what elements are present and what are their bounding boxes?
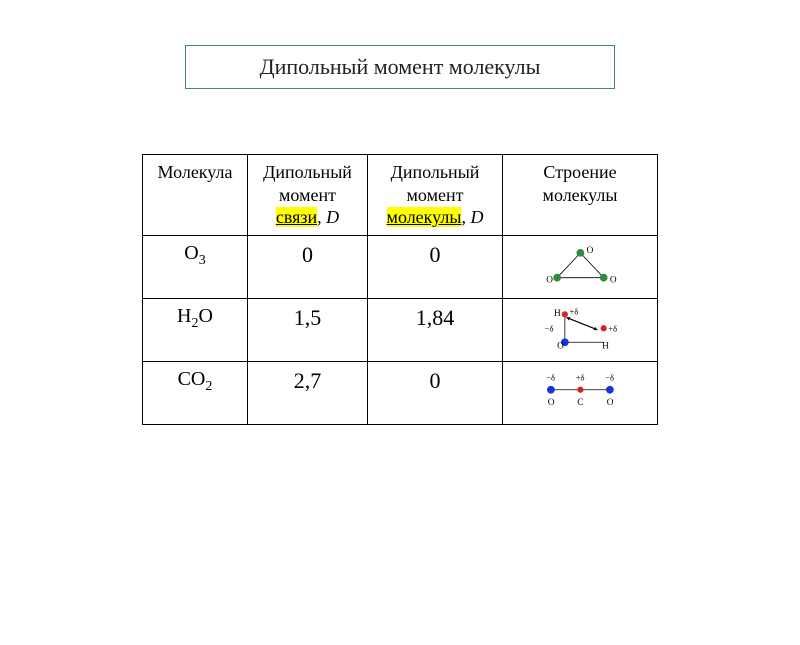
svg-text:H: H — [602, 341, 609, 350]
svg-text:−δ: −δ — [605, 372, 614, 382]
diagram-o3: O O O — [511, 242, 649, 287]
cell-mol-d: 0 — [368, 361, 503, 424]
table-row: H2O 1,5 1,84 H O H +δ +δ −δ — [143, 298, 658, 361]
svg-text:O: O — [546, 275, 553, 285]
svg-text:O: O — [548, 398, 555, 408]
cell-structure-co2: O C O −δ +δ −δ — [503, 361, 658, 424]
table-row: CO2 2,7 0 O C O −δ +δ −δ — [143, 361, 658, 424]
hdr-molecule: Молекула — [143, 155, 248, 236]
cell-bond-d: 1,5 — [248, 298, 368, 361]
svg-text:−δ: −δ — [546, 372, 555, 382]
cell-molecule: O3 — [143, 235, 248, 298]
svg-text:H: H — [554, 308, 561, 318]
cell-mol-d: 0 — [368, 235, 503, 298]
table-header-row: Молекула Дипольный момент связи, D Дипол… — [143, 155, 658, 236]
diagram-h2o: H O H +δ +δ −δ — [511, 305, 649, 350]
cell-bond-d: 0 — [248, 235, 368, 298]
dipole-table: Молекула Дипольный момент связи, D Дипол… — [142, 154, 658, 425]
svg-text:+δ: +δ — [576, 372, 585, 382]
diagram-co2: O C O −δ +δ −δ — [511, 368, 649, 413]
svg-text:+δ: +δ — [570, 306, 579, 316]
table-row: O3 0 0 O O O — [143, 235, 658, 298]
hdr-bond-moment: Дипольный момент связи, D — [248, 155, 368, 236]
svg-text:O: O — [607, 398, 614, 408]
svg-text:−δ: −δ — [545, 323, 554, 333]
cell-structure-o3: O O O — [503, 235, 658, 298]
hdr-structure: Строение молекулы — [503, 155, 658, 236]
title-box: Дипольный момент молекулы — [185, 45, 615, 89]
cell-bond-d: 2,7 — [248, 361, 368, 424]
svg-text:O: O — [610, 275, 617, 285]
cell-structure-h2o: H O H +δ +δ −δ — [503, 298, 658, 361]
svg-text:O: O — [587, 245, 594, 255]
cell-molecule: CO2 — [143, 361, 248, 424]
cell-molecule: H2O — [143, 298, 248, 361]
svg-text:+δ: +δ — [608, 323, 617, 333]
svg-text:C: C — [577, 398, 583, 408]
cell-mol-d: 1,84 — [368, 298, 503, 361]
svg-text:O: O — [557, 341, 564, 350]
title-text: Дипольный момент молекулы — [260, 54, 541, 79]
hdr-mol-moment: Дипольный момент молекулы, D — [368, 155, 503, 236]
